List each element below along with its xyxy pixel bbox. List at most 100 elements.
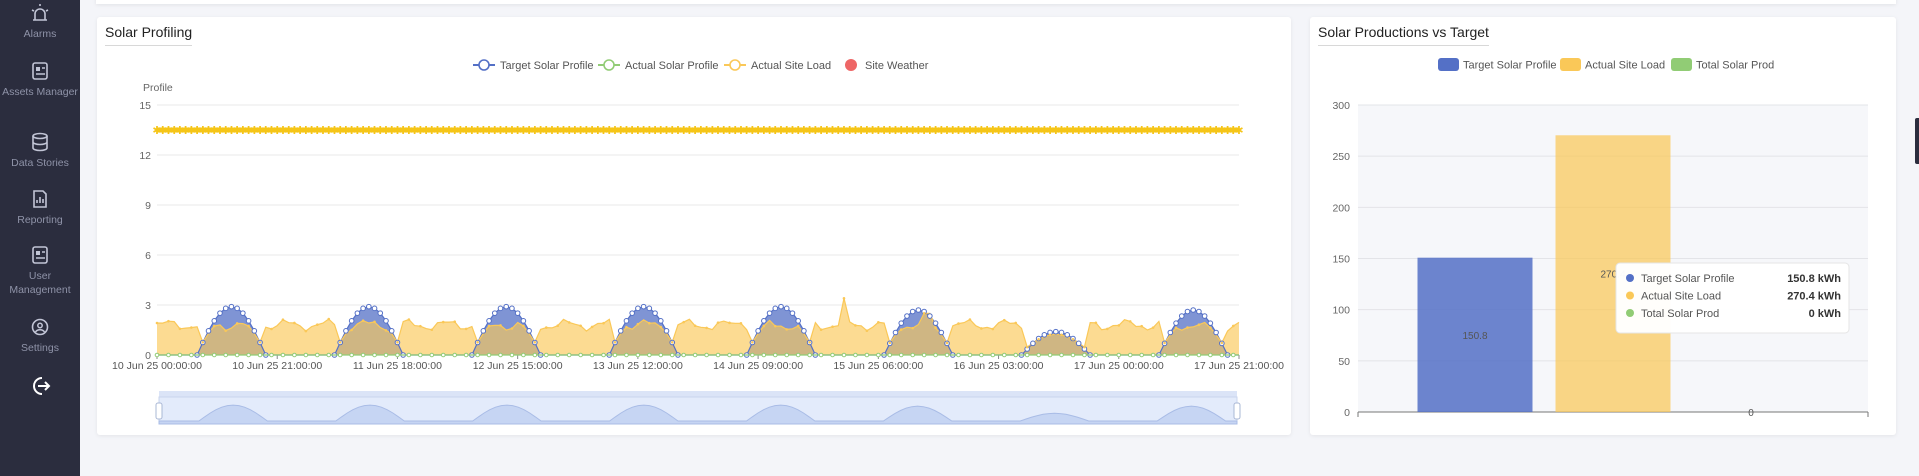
- target-solar-point: [377, 310, 384, 316]
- target-solar-point: [1207, 320, 1214, 326]
- y-tick-label: 100: [1332, 305, 1350, 317]
- site-weather-point: ✱: [988, 125, 997, 137]
- target-solar-point: [486, 318, 492, 324]
- sidebar-item-data-stories[interactable]: Data Stories: [0, 132, 80, 170]
- target-solar-point: [348, 318, 355, 324]
- tooltip-label: Actual Site Load: [1641, 291, 1721, 303]
- sidebar-item-settings[interactable]: Settings: [0, 317, 80, 355]
- site-load-point: [407, 318, 411, 321]
- site-load-point: [1025, 345, 1029, 349]
- site-load-point: [682, 320, 685, 324]
- legend-label[interactable]: Actual Site Load: [751, 60, 831, 72]
- site-weather-point: ✱: [862, 125, 871, 137]
- solar-production-card: Solar Productions vs Target Target Solar…: [1310, 17, 1896, 435]
- actual-solar-point: [1162, 352, 1167, 358]
- target-solar-point: [245, 318, 252, 324]
- site-weather-point: ✱: [158, 125, 167, 137]
- sidebar-item-label: Reporting: [17, 214, 63, 226]
- legend-label[interactable]: Target Solar Profile: [500, 60, 594, 72]
- site-load-point: [602, 321, 605, 325]
- actual-solar-point: [234, 352, 240, 358]
- tooltip-value: 150.8 kWh: [1787, 273, 1841, 285]
- actual-solar-point: [784, 352, 790, 358]
- site-load-point: [739, 322, 743, 325]
- site-weather-point: ✱: [525, 125, 534, 137]
- site-weather-point: ✱: [799, 125, 808, 137]
- target-solar-point: [915, 307, 922, 313]
- site-weather-point: ✱: [170, 125, 179, 137]
- sidebar-item-alarms[interactable]: Alarms: [0, 3, 80, 41]
- user-management-icon: [32, 246, 48, 264]
- legend-label[interactable]: Actual Site Load: [1585, 60, 1665, 72]
- actual-solar-point: [669, 352, 675, 358]
- actual-solar-point: [326, 352, 332, 358]
- sidebar-item-logout[interactable]: [0, 375, 80, 401]
- site-load-point: [670, 340, 674, 344]
- zoom-handle-right[interactable]: [1233, 402, 1241, 420]
- site-weather-point: ✱: [736, 125, 745, 137]
- tooltip-value: 0 kWh: [1809, 308, 1842, 320]
- page-scroll-edge[interactable]: [1915, 118, 1919, 164]
- legend-label[interactable]: Site Weather: [865, 60, 929, 72]
- site-weather-point: ✱: [828, 125, 837, 137]
- tooltip-marker: [1626, 274, 1634, 282]
- site-weather-point: ✱: [914, 125, 923, 137]
- site-load-point: [1197, 323, 1201, 326]
- site-load-point: [293, 321, 296, 325]
- target-solar-point: [898, 320, 905, 326]
- site-weather-point: ✱: [1177, 125, 1186, 137]
- site-weather-point: ✱: [336, 125, 345, 137]
- target-solar-point: [778, 303, 784, 310]
- site-load-point: [865, 329, 869, 333]
- actual-solar-point: [692, 352, 698, 358]
- site-weather-point: ✱: [811, 125, 820, 137]
- y-tick-label: 6: [145, 250, 151, 262]
- site-weather-point: ✱: [610, 125, 619, 137]
- y-tick-label: 0: [145, 350, 151, 362]
- legend-label[interactable]: Actual Solar Profile: [625, 60, 719, 72]
- site-load-point: [659, 325, 663, 329]
- sidebar-item-assets-manager[interactable]: Assets Manager: [0, 61, 80, 99]
- target-solar-point: [383, 318, 389, 324]
- target-solar-point: [1030, 340, 1036, 347]
- target-solar-point: [1053, 328, 1059, 335]
- sidebar-item-user-management[interactable]: User Management: [0, 245, 80, 297]
- site-load-point: [499, 324, 502, 327]
- site-weather-point: ✱: [771, 125, 780, 137]
- legend-label[interactable]: Total Solar Prod: [1696, 60, 1774, 72]
- site-load-point: [487, 324, 491, 328]
- actual-solar-point: [1070, 352, 1076, 358]
- site-load-point: [510, 327, 514, 330]
- site-weather-point: ✱: [1206, 125, 1215, 137]
- actual-solar-point: [1116, 352, 1122, 358]
- site-load-point: [773, 324, 777, 328]
- site-load-point: [1002, 318, 1006, 322]
- target-solar-point: [1184, 308, 1191, 315]
- site-load-point: [888, 341, 892, 345]
- target-solar-point: [909, 308, 916, 315]
- site-weather-point: ✱: [267, 125, 276, 137]
- target-solar-point: [343, 328, 349, 334]
- legend-label[interactable]: Target Solar Profile: [1463, 60, 1557, 72]
- site-load-point: [1083, 345, 1086, 349]
- site-weather-point: ✱: [713, 125, 722, 137]
- target-solar-point: [205, 328, 212, 334]
- bar-tooltip: Target Solar Profile 150.8 kWh Actual Site…: [1615, 262, 1850, 334]
- zoom-handle-left[interactable]: [155, 402, 163, 420]
- legend-marker: [478, 59, 490, 71]
- site-weather-point: ✱: [754, 125, 763, 137]
- site-weather-point: ✱: [977, 125, 986, 137]
- actual-solar-point: [1105, 352, 1110, 358]
- bar-1[interactable]: [1417, 257, 1533, 412]
- target-solar-point: [217, 310, 223, 316]
- site-weather-point: ✱: [1108, 125, 1117, 137]
- sidebar-item-reporting[interactable]: Reporting: [0, 189, 80, 227]
- zoom-slider-bar[interactable]: [159, 391, 1237, 398]
- target-solar-point: [772, 305, 779, 312]
- legend-marker: [729, 59, 741, 71]
- site-weather-point: ✱: [227, 125, 236, 137]
- site-weather-point: ✱: [1011, 125, 1020, 137]
- site-weather-point: ✱: [215, 125, 224, 137]
- actual-solar-point: [406, 352, 412, 358]
- site-weather-point: ✱: [490, 125, 499, 137]
